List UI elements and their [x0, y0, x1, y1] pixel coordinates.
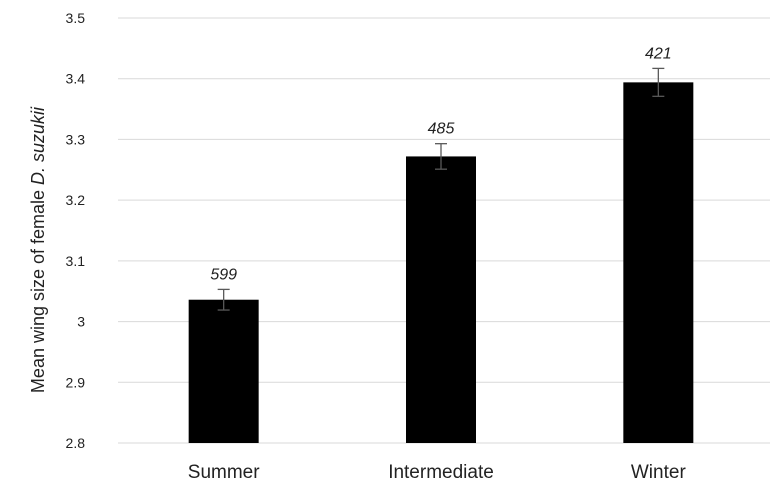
data-label: 599 — [210, 266, 237, 283]
y-tick-label: 2.9 — [66, 374, 86, 390]
data-label: 421 — [645, 45, 672, 62]
error-bar — [217, 288, 230, 311]
y-axis-title-prefix: Mean wing size of female — [28, 185, 48, 393]
x-axis-categories: Summer Intermediate Winter — [188, 462, 687, 483]
data-label: 485 — [428, 121, 455, 138]
bar — [188, 299, 259, 443]
y-tick-label: 3.3 — [66, 131, 86, 147]
y-tick-label: 3.4 — [66, 71, 86, 87]
error-bar — [435, 143, 447, 170]
y-axis-ticks: 2.8 2.9 3 3.1 3.2 3.3 3.4 3.5 — [66, 10, 86, 451]
y-axis-title-species: D. suzukii — [28, 106, 48, 185]
y-tick-label: 3 — [77, 314, 85, 330]
x-category-label: Summer — [188, 462, 260, 483]
y-tick-label: 3.1 — [66, 253, 86, 269]
bars — [188, 82, 694, 443]
y-tick-label: 3.2 — [66, 192, 86, 208]
y-tick-label: 3.5 — [66, 10, 86, 26]
error-bars — [217, 67, 665, 311]
bar — [623, 82, 694, 443]
data-labels: 599 485 421 — [210, 45, 671, 283]
x-category-label: Winter — [631, 462, 687, 483]
bar — [406, 156, 476, 443]
y-tick-label: 2.8 — [66, 435, 86, 451]
error-bar — [652, 67, 665, 97]
x-category-label: Intermediate — [388, 462, 494, 483]
y-axis-title: Mean wing size of female D. suzukii — [28, 106, 48, 393]
